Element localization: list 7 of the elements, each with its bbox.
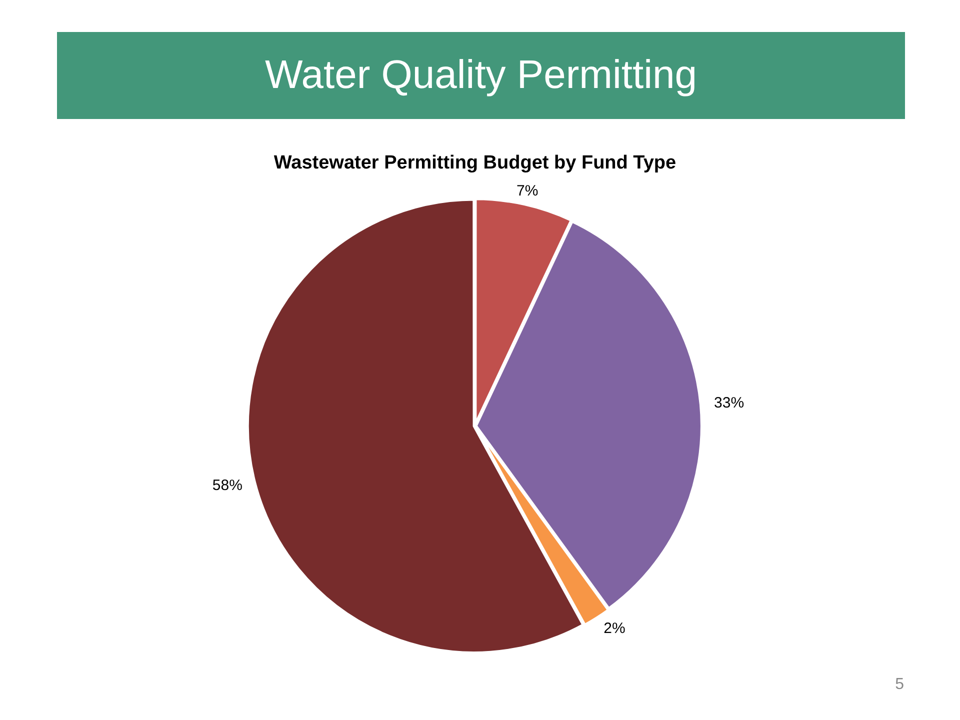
chart-subtitle: Wastewater Permitting Budget by Fund Type — [274, 152, 676, 174]
data-label: 7% — [516, 182, 538, 200]
text: 5 — [895, 676, 904, 694]
chart-title: Water Quality Permitting — [265, 53, 697, 98]
data-label: 33% — [714, 394, 744, 412]
data-label: 58% — [212, 476, 242, 494]
data-label: 2% — [604, 620, 626, 637]
